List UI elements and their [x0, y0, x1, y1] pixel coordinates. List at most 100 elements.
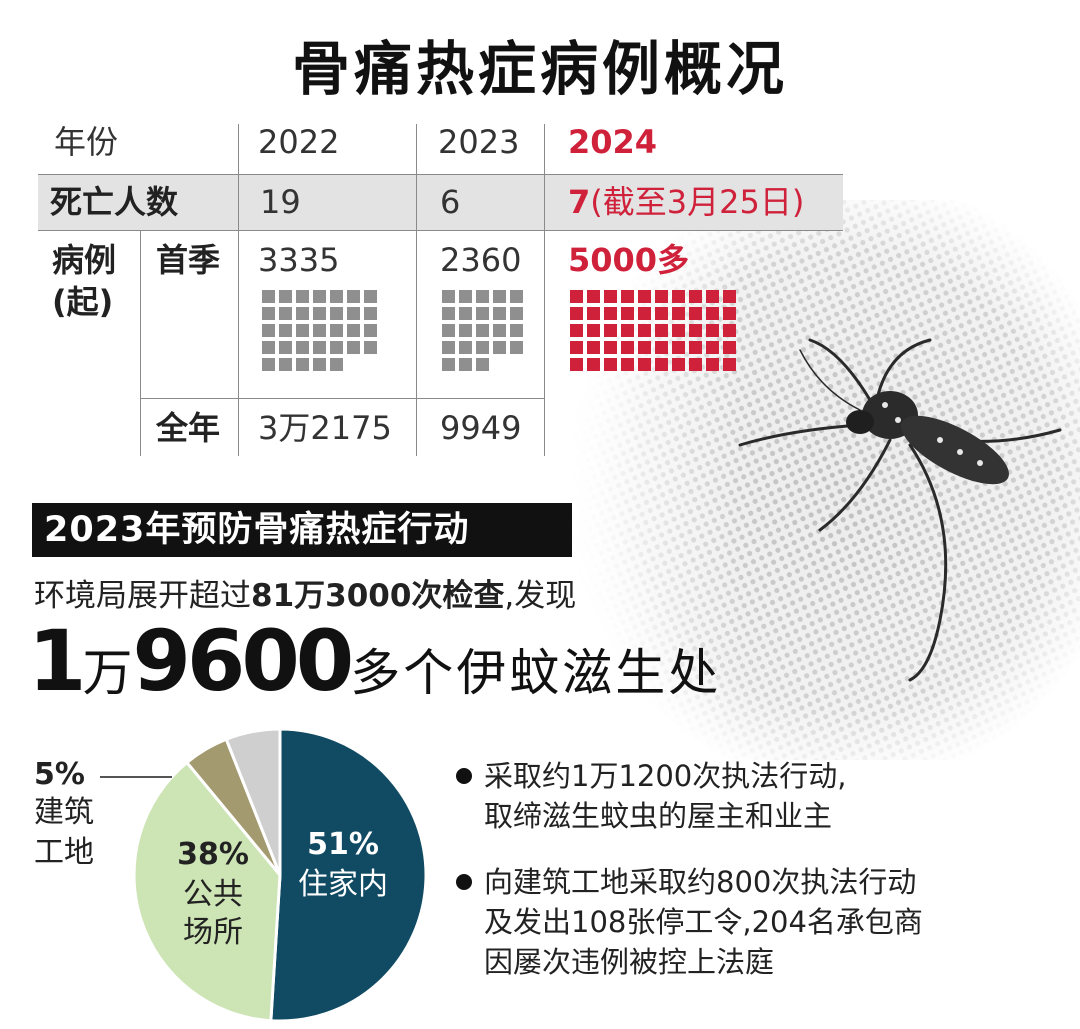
public-pct: 38% [177, 837, 249, 872]
waffle-block [459, 341, 472, 354]
bullet-line: 向建筑工地采取约800次执法行动 [484, 865, 917, 899]
waffle-block [330, 358, 343, 371]
waffle-block [442, 358, 455, 371]
waffle-block [442, 341, 455, 354]
waffle-block [638, 358, 651, 371]
waffle-block [262, 358, 275, 371]
waffle-block [279, 290, 292, 303]
waffle-block [330, 341, 343, 354]
waffle-block [706, 324, 719, 337]
year-2022: 2022 [258, 123, 340, 161]
bullet-line: 采取约1万1200次执法行动, [484, 759, 847, 793]
waffle-block [510, 324, 523, 337]
waffle-2024 [570, 290, 736, 371]
waffle-block [262, 290, 275, 303]
waffle-block [723, 358, 736, 371]
waffle-block [587, 290, 600, 303]
bullet-item: 向建筑工地采取约800次执法行动 及发出108张停工令,204名承包商 因屡次违… [456, 862, 923, 982]
waffle-block [296, 307, 309, 320]
waffle-block [313, 358, 326, 371]
waffle-block [672, 324, 685, 337]
waffle-block [706, 290, 719, 303]
waffle-block [570, 358, 583, 371]
year-header-label: 年份 [54, 123, 119, 161]
waffle-block [510, 290, 523, 303]
cases-unit-label: (起) [52, 283, 114, 321]
waffle-block [364, 324, 377, 337]
first-quarter-2024: 5000多 [568, 241, 690, 279]
table-divider [140, 230, 141, 456]
table-divider [38, 230, 843, 231]
waffle-block [689, 290, 702, 303]
waffle-block [621, 290, 634, 303]
waffle-block [723, 307, 736, 320]
waffle-block [638, 290, 651, 303]
table-divider [544, 124, 545, 456]
waffle-block [655, 324, 668, 337]
waffle-block [706, 307, 719, 320]
full-year-2023: 9949 [440, 409, 522, 447]
deaths-2023: 6 [440, 183, 461, 221]
breeding-count-part1: 1 [28, 612, 86, 710]
home-label: 住家内 [298, 867, 388, 902]
waffle-block [330, 290, 343, 303]
waffle-block [279, 341, 292, 354]
waffle-block [442, 307, 455, 320]
waffle-block [621, 324, 634, 337]
waffle-block [296, 341, 309, 354]
waffle-block [510, 307, 523, 320]
waffle-block [621, 307, 634, 320]
waffle-block [347, 290, 360, 303]
waffle-2022 [262, 290, 377, 371]
waffle-block [330, 324, 343, 337]
breeding-count-unit: 万 [82, 644, 133, 702]
year-2024: 2024 [568, 123, 658, 161]
waffle-block [570, 307, 583, 320]
waffle-block [347, 341, 360, 354]
waffle-block [621, 341, 634, 354]
waffle-block [672, 290, 685, 303]
inspection-count: 81万3000次检查 [251, 578, 505, 614]
waffle-block [587, 341, 600, 354]
waffle-block [279, 358, 292, 371]
bullet-line: 及发出108张停工令,204名承包商 [484, 905, 923, 939]
waffle-block [604, 341, 617, 354]
public-label-line1: 公共 [183, 877, 243, 912]
full-year-2022: 3万2175 [258, 409, 392, 447]
waffle-block [493, 324, 506, 337]
waffle-block [604, 307, 617, 320]
inspection-suffix: ,发现 [504, 578, 577, 614]
waffle-block [459, 324, 472, 337]
waffle-block [604, 358, 617, 371]
waffle-block [313, 341, 326, 354]
breeding-count-text: 多个伊蚊滋生处 [350, 644, 722, 702]
deaths-2024: 7 [568, 183, 591, 221]
first-quarter-2022: 3335 [258, 241, 340, 279]
inspection-summary: 环境局展开超过81万3000次检查,发现 [34, 570, 576, 615]
deaths-2024-note: (截至3月25日) [590, 183, 805, 221]
construction-leader-line [100, 776, 172, 778]
waffle-block [587, 324, 600, 337]
full-year-label: 全年 [156, 409, 221, 447]
bullet-dot-icon [456, 768, 472, 784]
waffle-block [459, 307, 472, 320]
pie-slice-other [224, 727, 282, 876]
first-quarter-2023: 2360 [440, 241, 522, 279]
waffle-block [296, 324, 309, 337]
waffle-block [279, 307, 292, 320]
waffle-block [313, 290, 326, 303]
deaths-2022: 19 [260, 183, 301, 221]
waffle-block [638, 341, 651, 354]
table-divider [238, 124, 239, 456]
waffle-block [604, 324, 617, 337]
waffle-block [689, 341, 702, 354]
waffle-block [442, 324, 455, 337]
waffle-block [706, 358, 719, 371]
waffle-block [655, 341, 668, 354]
waffle-block [672, 341, 685, 354]
waffle-block [655, 290, 668, 303]
waffle-block [587, 307, 600, 320]
construction-pct: 5% [34, 757, 85, 792]
table-divider [140, 398, 545, 399]
waffle-block [570, 341, 583, 354]
